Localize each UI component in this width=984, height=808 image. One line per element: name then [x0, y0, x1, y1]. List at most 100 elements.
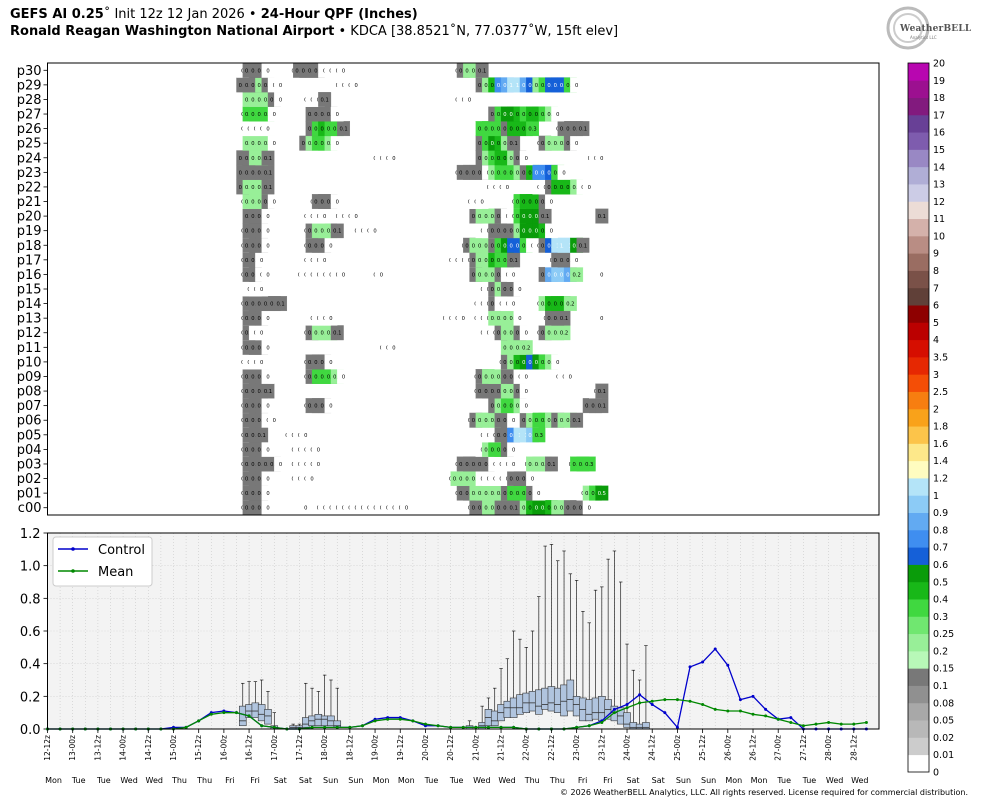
- x-tick-label: 21-00z: [471, 735, 480, 761]
- member-label: p11: [17, 341, 42, 356]
- colorbar-label: 0.15: [933, 664, 954, 675]
- heatmap-cell-value: 0: [525, 156, 528, 162]
- colorbar-label: 17: [933, 110, 945, 121]
- series-point-mean: [360, 724, 364, 728]
- heatmap-cells: 0 0.1 0.1 0.1 0 0 0 0 0 0 0 0 0 0 0 0 0 0 0 0 0 0 0.1 0.1 0.2 0.2…: [236, 62, 609, 516]
- box-body: [598, 696, 606, 722]
- x-tick-label: 24-00z: [623, 735, 632, 761]
- heatmap-cell-value: 0: [342, 374, 345, 380]
- chart-title: GEFS AI 0.25˚ Init 12z 12 Jan 2026 • 24-…: [10, 6, 618, 40]
- box-body: [560, 684, 568, 717]
- series-point-mean: [764, 714, 768, 718]
- member-labels: c00p01p02p03p04p05p06p07p08p09p10p11p12p…: [17, 64, 48, 516]
- series-point-mean: [713, 707, 717, 711]
- heatmap-cell-value: 0: [266, 447, 269, 453]
- heatmap-cell-value: 0: [506, 185, 509, 191]
- colorbar-label: 20: [933, 59, 945, 70]
- series-point-mean: [625, 706, 629, 710]
- box-body: [251, 702, 260, 718]
- series-point-control: [738, 698, 742, 702]
- colorbar-segment: [908, 650, 929, 669]
- series-lines: [46, 647, 868, 731]
- heatmap-cell-value: 0.2: [522, 345, 530, 351]
- x-day-label: Fri: [603, 776, 613, 785]
- heatmap-cell-value: 0.1: [321, 97, 329, 103]
- member-label: p20: [17, 210, 42, 225]
- box-body: [591, 697, 600, 720]
- heatmap-cell-value: 0: [279, 97, 282, 103]
- colorbar-segment: [908, 166, 929, 185]
- series-point-control: [650, 703, 654, 706]
- heatmap-cell: [274, 77, 288, 93]
- heatmap-cell-value: 0: [273, 200, 276, 206]
- heatmap-cell-value: 0: [512, 462, 515, 468]
- colorbar-segment: [908, 184, 929, 202]
- heatmap-cell-value: 0: [575, 258, 578, 264]
- heatmap-cell: [387, 150, 401, 166]
- member-label: p26: [17, 122, 42, 137]
- heatmap-cell: [519, 150, 533, 166]
- colorbar-label: 1.8: [933, 422, 948, 433]
- heatmap-cell: [595, 150, 609, 166]
- heatmap-cell-value: 0.2: [573, 272, 581, 278]
- series-point-mean: [234, 711, 238, 715]
- colorbar-segment: [908, 132, 929, 150]
- colorbar-label: 0.4: [933, 595, 948, 606]
- colorbar-segment: [908, 460, 929, 479]
- x-day-label: Mon: [751, 776, 768, 785]
- title-line-1: GEFS AI 0.25˚ Init 12z 12 Jan 2026 • 24-…: [10, 7, 418, 22]
- heatmap-cell-value: 0: [279, 462, 282, 468]
- x-day-label: Wed: [826, 776, 843, 785]
- colorbar-segment: [908, 668, 929, 686]
- member-label: p10: [17, 355, 42, 370]
- colorbar-label: 0.9: [933, 508, 948, 519]
- heatmap-cell-value: 0.2: [560, 331, 568, 337]
- heatmap-cell-value: 0.1: [560, 316, 568, 322]
- colorbar-segment: [908, 235, 929, 254]
- colorbar-segment: [908, 581, 929, 600]
- series-point-mean: [436, 724, 440, 728]
- series-point-mean: [386, 717, 390, 721]
- legend-label: Control: [98, 543, 145, 558]
- heatmap-cell-value: 0: [562, 170, 565, 176]
- heatmap-cell-value: 0: [462, 316, 465, 322]
- heatmap-cell: [330, 106, 344, 122]
- logo-text: WeatherBELL: [900, 24, 972, 34]
- box-body: [635, 723, 644, 730]
- colorbar-label: 1.6: [933, 439, 948, 450]
- colorbar-label: 0.3: [933, 612, 948, 623]
- colorbar-segment: [908, 512, 929, 531]
- heatmap-cell-value: 0: [512, 302, 515, 308]
- series-point-control: [663, 711, 667, 715]
- heatmap-cell-value: 0: [266, 214, 269, 220]
- box-body: [623, 712, 631, 728]
- heatmap-cell-value: 0: [329, 404, 332, 410]
- box-body: [629, 722, 638, 730]
- heatmap-cell: [330, 194, 344, 209]
- box-body: [314, 713, 323, 727]
- series-point-control: [638, 693, 642, 697]
- heatmap-cell-value: 0: [317, 447, 320, 453]
- boxes: [239, 544, 650, 730]
- heatmap-cell-value: 0.1: [264, 389, 272, 395]
- heatmap-cell: [299, 427, 313, 443]
- x-day-label: Mon: [725, 776, 742, 785]
- member-label: p29: [17, 78, 42, 93]
- heatmap-cell-value: 0: [373, 229, 376, 235]
- x-day-label: Sun: [701, 776, 716, 785]
- series-point-mean: [814, 722, 818, 726]
- heatmap-cell-value: 0.5: [598, 491, 606, 497]
- heatmap-cell-value: 0: [260, 287, 263, 293]
- colorbar-segment: [908, 547, 929, 565]
- box-body: [547, 686, 556, 712]
- heatmap-cell-value: 0.3: [535, 433, 543, 439]
- heatmap-cell-value: 0.1: [333, 229, 341, 235]
- member-label: p01: [17, 487, 42, 502]
- x-tick-label: 19-00z: [371, 735, 380, 761]
- heatmap-cell-value: 0: [556, 112, 559, 118]
- heatmap-cell: [563, 296, 577, 312]
- heatmap-cell: [349, 208, 363, 224]
- series-point-control: [789, 716, 793, 720]
- heatmap-cell-value: 0: [480, 200, 483, 206]
- x-tick-label: 15-12z: [194, 735, 203, 761]
